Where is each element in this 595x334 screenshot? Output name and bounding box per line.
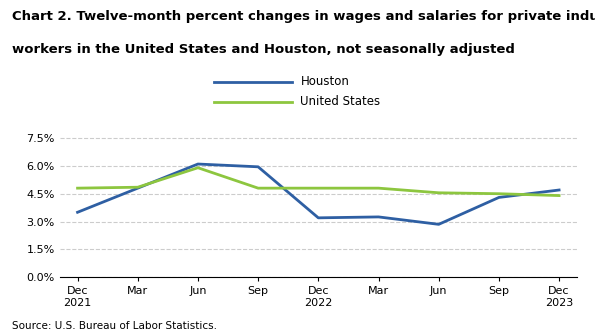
United States: [195, 166, 202, 170]
United States: [315, 186, 322, 190]
Line: United States: United States: [77, 168, 559, 196]
Houston: [495, 195, 502, 199]
Text: Houston: Houston: [300, 75, 349, 88]
Houston: [74, 210, 81, 214]
Text: United States: United States: [300, 96, 381, 108]
Houston: [255, 165, 262, 169]
Houston: [134, 186, 142, 190]
United States: [435, 191, 442, 195]
Houston: [375, 215, 382, 219]
Text: Chart 2. Twelve-month percent changes in wages and salaries for private industry: Chart 2. Twelve-month percent changes in…: [12, 10, 595, 23]
United States: [74, 186, 81, 190]
Houston: [315, 216, 322, 220]
Text: workers in the United States and Houston, not seasonally adjusted: workers in the United States and Houston…: [12, 43, 515, 56]
Houston: [195, 162, 202, 166]
United States: [556, 194, 563, 198]
United States: [134, 185, 142, 189]
United States: [495, 192, 502, 196]
United States: [255, 186, 262, 190]
Houston: [435, 222, 442, 226]
United States: [375, 186, 382, 190]
Houston: [556, 188, 563, 192]
Text: Source: U.S. Bureau of Labor Statistics.: Source: U.S. Bureau of Labor Statistics.: [12, 321, 217, 331]
Line: Houston: Houston: [77, 164, 559, 224]
